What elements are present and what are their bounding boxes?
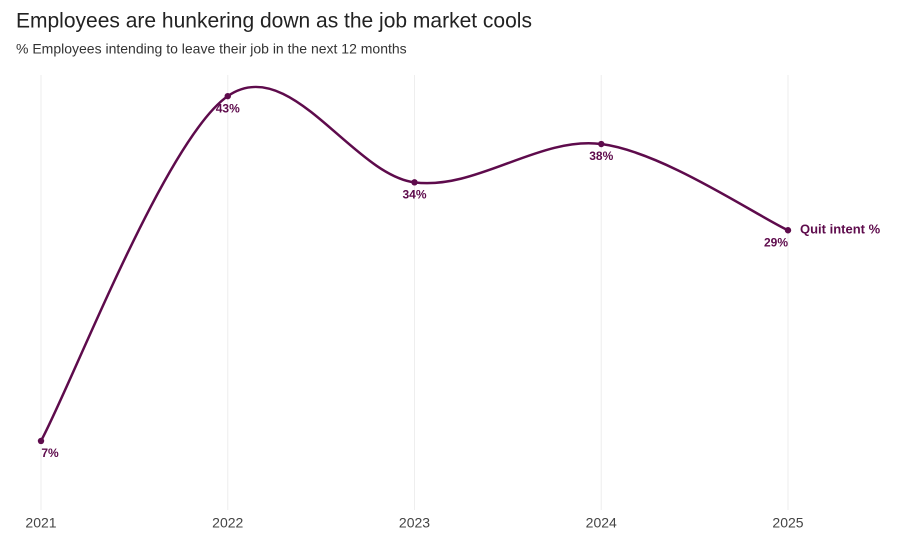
line (39, 85, 789, 442)
x-tick-label: 2023 (399, 515, 430, 531)
point (224, 92, 231, 100)
chart-title: Employees are hunkering down as the job … (16, 10, 532, 33)
point (411, 179, 418, 186)
point (598, 140, 605, 148)
chart-subtitle: % Employees intending to leave their job… (16, 41, 407, 57)
value-label: 43% (216, 101, 240, 115)
point (784, 227, 792, 234)
value-label: 7% (41, 446, 59, 460)
point (37, 437, 45, 445)
x-tick-label: 2024 (586, 515, 617, 531)
x-tick-label: 2025 (772, 515, 803, 531)
x-tick-label: 2021 (25, 515, 56, 531)
value-label: 34% (402, 188, 426, 202)
value-label: 29% (764, 235, 788, 249)
series-label: Quit intent % (800, 222, 881, 237)
x-tick-label: 2022 (212, 515, 243, 531)
value-label: 38% (589, 149, 613, 163)
